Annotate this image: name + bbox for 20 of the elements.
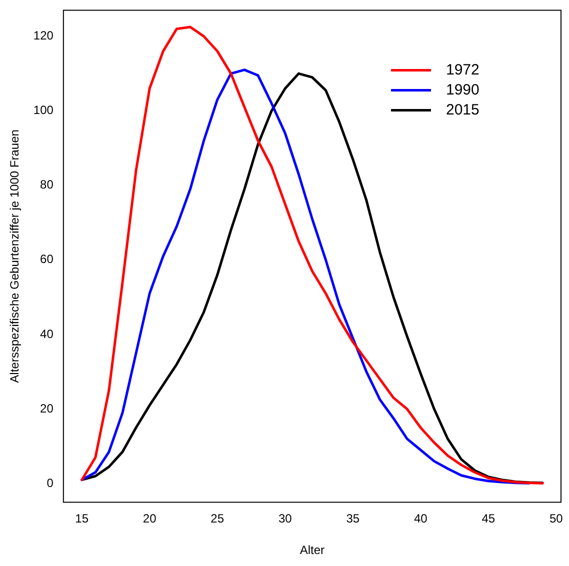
x-tick-label: 35: [346, 512, 360, 526]
legend-label: 1972: [446, 61, 480, 78]
y-tick-label: 20: [40, 401, 54, 416]
y-axis-title: Altersspezifische Geburtenziffer je 1000 Frauen: [8, 130, 22, 383]
legend-label: 2015: [446, 101, 480, 118]
x-axis-title: Alter: [300, 543, 325, 558]
x-tick-label: 50: [549, 512, 564, 526]
y-tick-label: 60: [40, 252, 54, 266]
y-tick-label: 80: [40, 178, 54, 192]
x-tick-label: 25: [210, 512, 224, 526]
y-tick-label: 40: [40, 326, 54, 341]
legend-label: 1990: [446, 81, 480, 98]
x-tick-label: 30: [278, 512, 292, 526]
x-tick-label: 40: [414, 512, 428, 526]
x-tick-label: 20: [142, 512, 157, 526]
y-tick-label: 100: [33, 103, 54, 118]
x-tick-label: 15: [75, 512, 89, 526]
x-tick-label: 45: [482, 512, 496, 526]
y-tick-label: 0: [46, 476, 54, 490]
y-tick-label: 120: [33, 28, 54, 43]
